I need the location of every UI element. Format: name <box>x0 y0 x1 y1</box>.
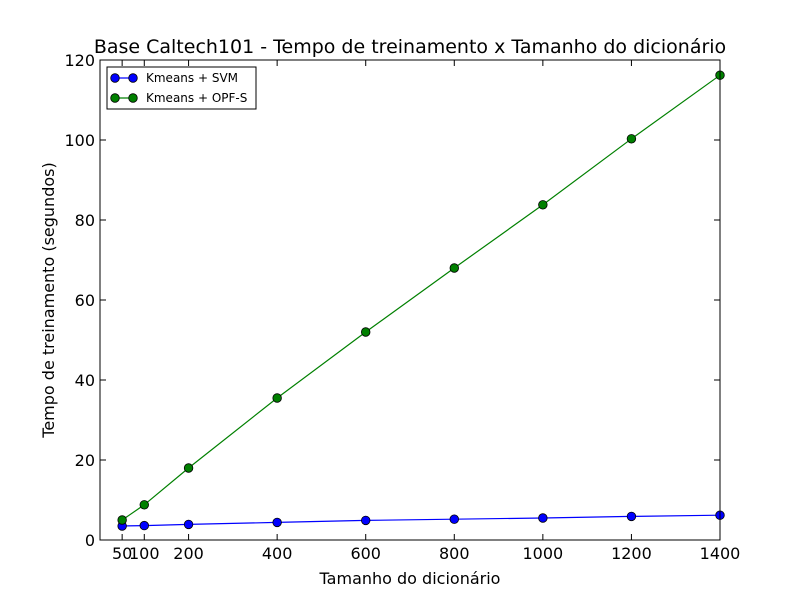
x-tick-label: 1000 <box>522 544 563 563</box>
x-tick-label: 100 <box>129 544 160 563</box>
y-tick-label: 40 <box>75 371 95 390</box>
series-1-point <box>139 520 149 531</box>
series-2-point <box>139 500 149 510</box>
series-1-point <box>626 511 637 522</box>
series-2-point <box>538 200 548 210</box>
y-tick-label: 0 <box>85 531 95 550</box>
series-1-point <box>538 513 548 523</box>
y-tick-label: 120 <box>64 51 95 70</box>
series-1-point <box>361 515 371 526</box>
legend-marker-1 <box>110 73 120 83</box>
legend-marker-2 <box>110 93 120 103</box>
series-1-point <box>272 517 282 528</box>
series-1-point <box>449 514 459 524</box>
series-2-point <box>361 327 371 337</box>
legend-label-2: Kmeans + OPF-S <box>146 91 247 105</box>
series-2-point <box>449 263 459 273</box>
series-1-point <box>183 519 194 530</box>
plot-frame <box>99 59 721 541</box>
x-axis-label: Tamanho do dicionário <box>319 569 501 588</box>
y-axis-label: Tempo de treinamento (segundos) <box>39 162 58 438</box>
legend-label-1: Kmeans + SVM <box>146 71 238 85</box>
x-tick-label: 800 <box>439 544 470 563</box>
y-tick-label: 60 <box>75 291 95 310</box>
x-tick-label: 1400 <box>700 544 741 563</box>
series-2-point <box>626 134 637 144</box>
y-tick-label: 20 <box>75 451 95 470</box>
x-tick-label: 400 <box>262 544 293 563</box>
y-tick-label: 80 <box>75 211 95 230</box>
x-tick-label: 50 <box>112 544 132 563</box>
y-tick-label: 100 <box>64 131 95 150</box>
series-2-point <box>183 463 194 473</box>
x-tick-label: 1200 <box>611 544 652 563</box>
legend-marker-2 <box>128 93 138 103</box>
legend: Kmeans + SVM Kmeans + OPF-S <box>106 66 257 110</box>
x-tick-label: 600 <box>350 544 381 563</box>
series-2-point <box>117 515 127 525</box>
series-layer <box>117 70 725 531</box>
chart-title: Base Caltech101 - Tempo de treinamento x… <box>94 36 726 58</box>
x-tick-label: 200 <box>173 544 204 563</box>
series-2-point <box>272 393 282 403</box>
legend-marker-1 <box>128 73 138 83</box>
